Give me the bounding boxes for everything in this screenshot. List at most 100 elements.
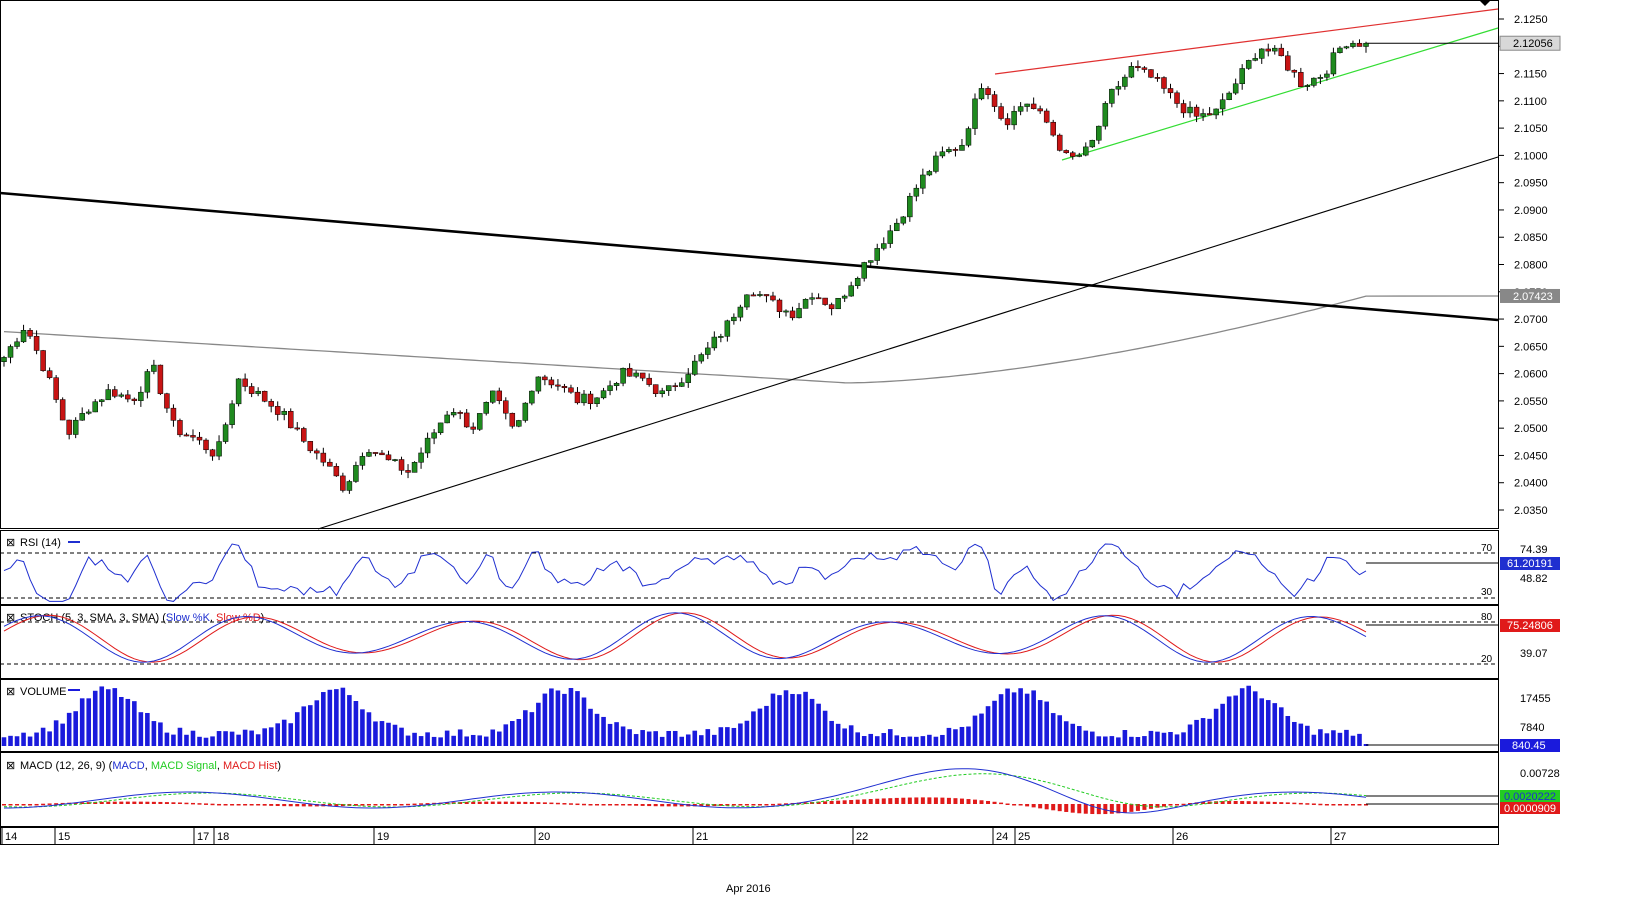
candle <box>529 390 535 406</box>
macd-hist-bar <box>295 804 300 807</box>
candle-body <box>216 441 222 457</box>
candle-body <box>665 385 672 391</box>
macd-hist-bar <box>262 804 267 806</box>
macd-hist-bar <box>999 802 1004 805</box>
volume-bar <box>633 734 639 746</box>
volume-bar <box>979 713 984 746</box>
candle <box>424 432 431 458</box>
candle-body <box>138 391 144 401</box>
candle-body <box>7 346 14 358</box>
volume-close-icon[interactable]: ⊠ <box>6 686 15 698</box>
volume-bar <box>1005 688 1010 746</box>
candle-body <box>196 436 203 441</box>
macd-hist-bar <box>927 797 932 804</box>
candle-body <box>913 187 920 197</box>
candle-body <box>920 174 926 189</box>
candle-body <box>542 376 548 381</box>
candle-body <box>991 94 998 107</box>
candle <box>177 418 183 438</box>
candle-body <box>639 372 646 379</box>
macd-hist-bar <box>269 804 274 806</box>
volume-bar <box>1122 730 1128 746</box>
rsi-close-icon[interactable]: ⊠ <box>6 537 15 549</box>
candle-body <box>1298 72 1304 87</box>
volume-bar <box>881 733 887 746</box>
macd-hist-bar <box>803 802 808 804</box>
volume-bar <box>281 719 287 746</box>
candle-body <box>939 151 946 157</box>
macd-hist-bar <box>1324 804 1329 806</box>
volume-bar <box>764 705 769 746</box>
x-axis-label: 15 <box>58 831 70 843</box>
stoch-d-line <box>3 612 1367 663</box>
volume-bar <box>294 712 300 746</box>
candle-body <box>828 304 835 310</box>
candle <box>85 409 92 415</box>
candle-body <box>1004 118 1011 126</box>
candle-body <box>1245 60 1252 69</box>
volume-bar <box>145 712 150 746</box>
candle-body <box>1219 99 1226 110</box>
macd-hist-bar <box>1155 804 1160 808</box>
macd-hist-bar <box>132 801 137 804</box>
stoch-current: 75.24806 <box>1507 620 1553 632</box>
volume-bar <box>966 726 971 746</box>
candle-body <box>281 411 287 415</box>
rsi-current: 61.20191 <box>1507 558 1553 570</box>
volume-bar <box>1213 708 1219 746</box>
candle-body <box>509 412 516 427</box>
volume-bar <box>431 736 437 746</box>
price-tick-label: 2.0450 <box>1514 450 1548 462</box>
macd-hist-bar <box>490 801 495 804</box>
rsi-tick-48: 48.82 <box>1520 573 1548 585</box>
candle-body <box>698 354 705 362</box>
candle <box>900 216 907 226</box>
macd-close-icon[interactable]: ⊠ <box>6 760 15 772</box>
volume-bar <box>861 736 867 746</box>
candle-body <box>320 452 327 463</box>
volume-bar <box>503 724 509 746</box>
macd-hist-bar <box>445 802 450 804</box>
volume-bar <box>731 727 737 746</box>
macd-hist-bar <box>171 802 176 804</box>
candle-body <box>522 402 529 421</box>
macd-hist-bar <box>881 798 886 804</box>
macd-hist-bar <box>1279 802 1284 804</box>
candle-body <box>822 297 828 305</box>
volume-bar <box>249 730 254 746</box>
macd-hist-bar <box>549 802 554 805</box>
candle <box>626 363 633 377</box>
volume-bar <box>751 711 756 746</box>
candle-body <box>1109 88 1115 104</box>
volume-bar <box>210 736 215 746</box>
candle <box>274 401 281 421</box>
macd-hist-bar <box>608 804 613 806</box>
macd-hist-bar <box>1344 804 1349 806</box>
macd-hist-bar <box>986 800 991 804</box>
volume-bar <box>223 731 228 746</box>
candle <box>261 390 268 403</box>
candle-body <box>705 347 711 355</box>
candle-body <box>568 387 574 393</box>
candle-body <box>926 171 933 176</box>
macd-line <box>4 768 1367 814</box>
candle-body <box>731 316 737 322</box>
long-term-resistance-line <box>0 191 1499 322</box>
candle <box>46 367 53 380</box>
candle <box>1356 39 1363 47</box>
macd-hist-bar <box>1318 803 1323 806</box>
macd-hist-bar <box>562 803 567 805</box>
volume-bar <box>184 734 189 746</box>
candle <box>255 387 261 397</box>
candle-body <box>1167 88 1174 94</box>
candle <box>1187 101 1193 118</box>
candle <box>281 408 287 421</box>
stoch-close-icon[interactable]: ⊠ <box>6 612 15 624</box>
macd-hist-bar <box>34 803 39 806</box>
volume-bar <box>542 693 548 746</box>
candle <box>248 383 255 398</box>
candle-body <box>933 155 939 172</box>
macd-hist-bar <box>523 801 528 804</box>
candle-body <box>327 461 333 467</box>
